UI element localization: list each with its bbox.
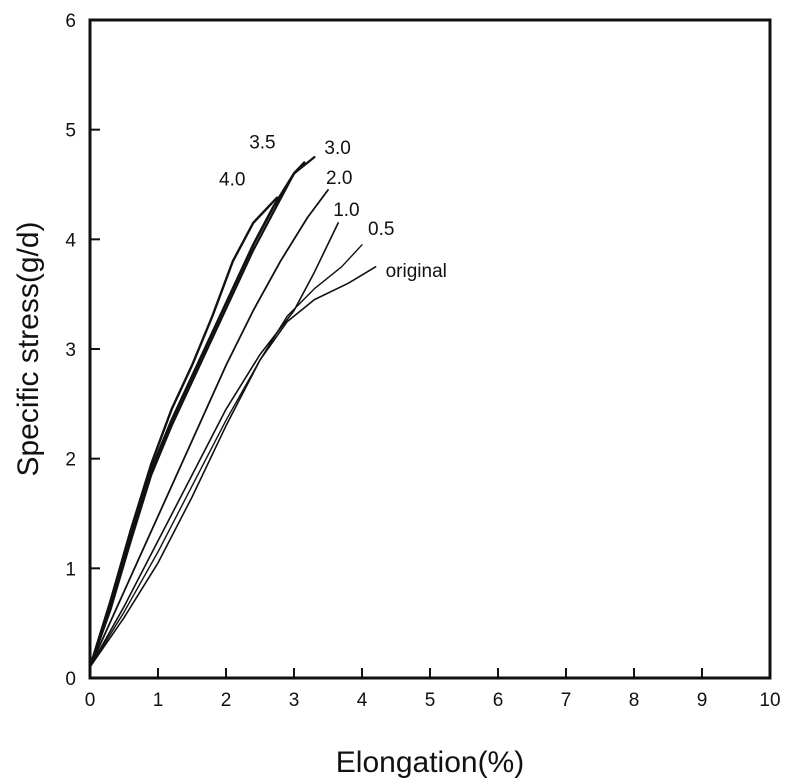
curve-0-5 xyxy=(89,244,363,668)
y-axis-ticks: 0 1 2 3 4 5 6 xyxy=(65,11,100,690)
x-tick-label: 7 xyxy=(561,690,572,711)
curve-label-4-0: 4.0 xyxy=(219,170,245,191)
y-tick-label: 0 xyxy=(65,669,76,690)
y-tick-label: 5 xyxy=(65,121,76,142)
y-tick-label: 2 xyxy=(65,450,76,471)
curve-original xyxy=(89,266,377,668)
curve-3-0 xyxy=(88,156,316,669)
curve-4-0 xyxy=(88,196,279,669)
x-tick-label: 1 xyxy=(153,690,164,711)
y-tick-label: 3 xyxy=(65,340,76,361)
x-tick-label: 8 xyxy=(629,690,640,711)
x-tick-label: 2 xyxy=(221,690,232,711)
curve-1-0 xyxy=(89,222,339,668)
curve-label-3-0: 3.0 xyxy=(324,138,350,159)
curve-label-original: original xyxy=(386,261,447,282)
x-axis-title: Elongation(%) xyxy=(336,746,524,779)
y-axis-title: Specific stress(g/d) xyxy=(12,221,45,476)
plot-frame xyxy=(88,18,772,680)
x-tick-label: 5 xyxy=(425,690,436,711)
curve-3-5 xyxy=(88,161,306,669)
curve-label-3-5: 3.5 xyxy=(249,133,275,154)
curve-label-2-0: 2.0 xyxy=(326,168,352,189)
y-tick-label: 4 xyxy=(65,230,76,251)
curve-label-0-5: 0.5 xyxy=(368,219,394,240)
x-axis-ticks: 0 1 2 3 4 5 6 7 8 9 10 xyxy=(85,668,781,711)
x-tick-label: 3 xyxy=(289,690,300,711)
curve-label-1-0: 1.0 xyxy=(333,200,359,221)
curve-labels: 4.03.5 3.0 2.0 1.0 0.5 original xyxy=(219,133,447,282)
y-tick-label: 1 xyxy=(65,559,76,580)
x-tick-label: 9 xyxy=(697,690,708,711)
x-tick-label: 4 xyxy=(357,690,368,711)
y-tick-label: 6 xyxy=(65,11,76,32)
curve-2-0 xyxy=(89,189,329,668)
x-tick-label: 0 xyxy=(85,690,96,711)
stress-strain-curves xyxy=(88,156,377,669)
x-tick-label: 6 xyxy=(493,690,504,711)
x-tick-label: 10 xyxy=(759,690,780,711)
